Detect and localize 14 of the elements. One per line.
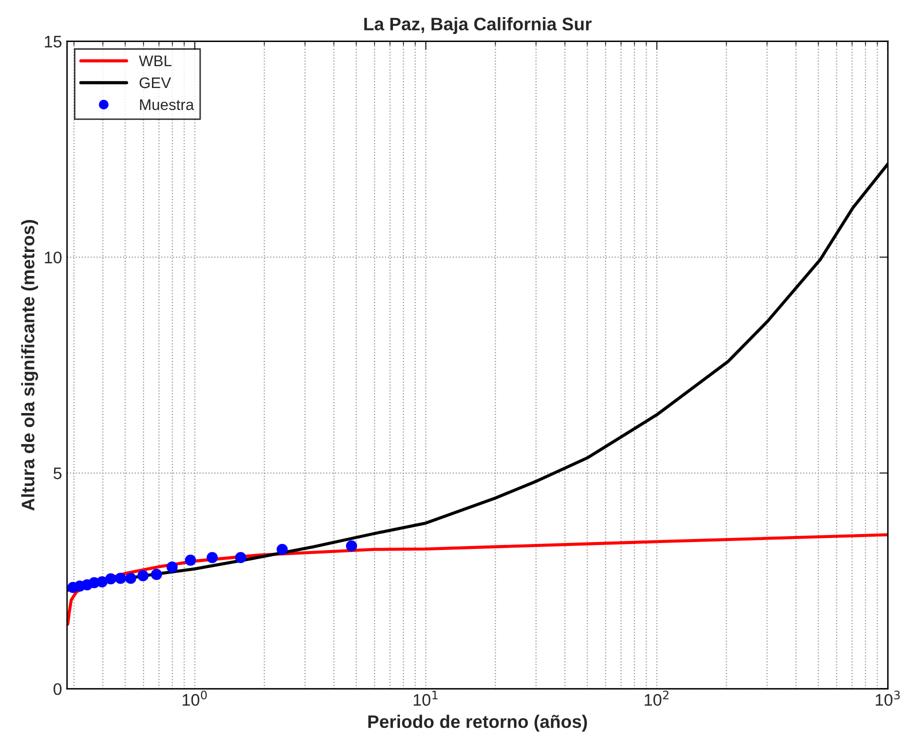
legend-label: GEV [140, 77, 172, 88]
y-tick-label: 10 [44, 252, 62, 264]
legend-label: WBL [138, 56, 172, 66]
x-tick-label: 10$^{1}$ [414, 690, 438, 706]
y-axis-title: Altura de ola significante (metros) [21, 220, 38, 511]
legend-label: Muestra [140, 99, 194, 110]
x-tick-label: 10$^{2}$ [644, 690, 668, 706]
x-tick-label: 10$^{3}$ [876, 690, 900, 706]
y-tick-label: 15 [44, 36, 62, 48]
y-tick-label: 5 [54, 468, 62, 480]
chart-title: La Paz, Baja California Sur [364, 17, 592, 34]
y-tick-label: 0 [54, 683, 62, 696]
x-tick-label: 10$^{0}$ [182, 690, 207, 706]
x-axis-title: Periodo de retorno (años) [368, 714, 587, 732]
